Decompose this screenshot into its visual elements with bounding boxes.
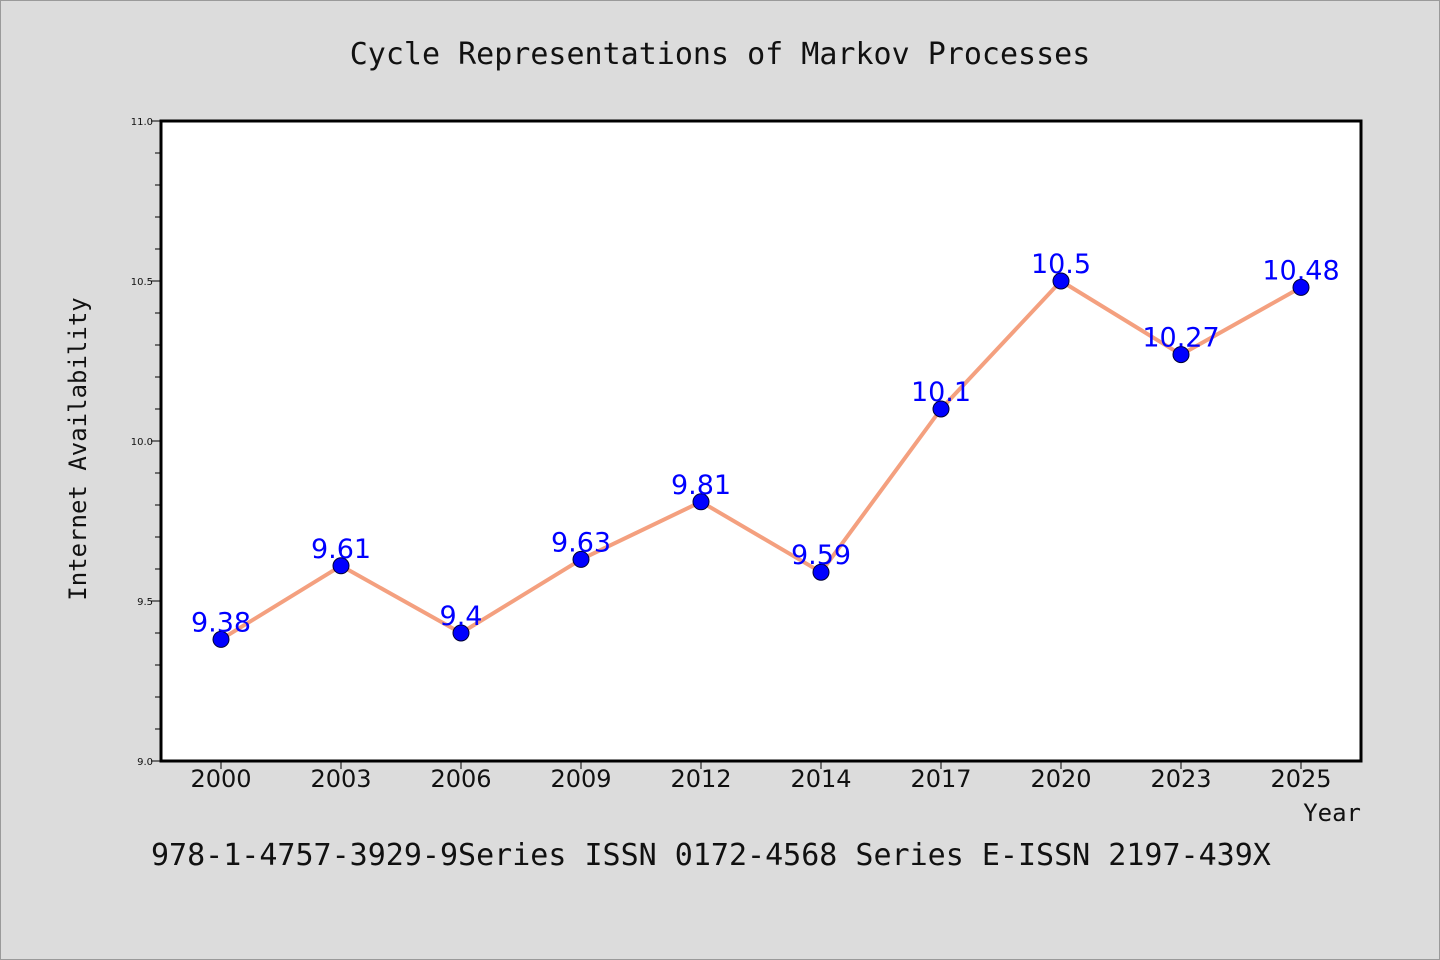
data-label: 9.4 <box>440 601 483 632</box>
data-label: 9.63 <box>551 527 611 558</box>
series-line <box>219 279 1303 642</box>
data-point <box>452 624 470 642</box>
data-point <box>1292 278 1310 296</box>
y-tick-label: 10.5 <box>131 277 153 288</box>
y-tick-label: 11.0 <box>131 117 153 128</box>
y-tick-label: 9.0 <box>137 757 153 768</box>
data-label: 9.59 <box>791 540 851 571</box>
plot-area <box>159 119 1363 763</box>
data-label: 9.81 <box>671 470 731 501</box>
x-tick-label: 2017 <box>910 765 971 793</box>
y-tick-label: 9.5 <box>137 597 153 608</box>
data-label: 10.5 <box>1031 249 1091 280</box>
x-axis-label: Year <box>1303 799 1361 827</box>
data-point <box>692 493 710 511</box>
y-axis-label: Internet Availability <box>64 297 92 600</box>
footer-isbn-text: 978-1-4757-3929-9Series ISSN 0172-4568 S… <box>151 838 1271 873</box>
data-point <box>932 400 950 418</box>
data-point <box>572 550 590 568</box>
x-tick-label: 2009 <box>550 765 611 793</box>
x-axis: 2000 2003 2006 2009 2012 2014 2017 2020 2023 2025 <box>190 761 1332 793</box>
series-group: 9.38 9.61 9.4 9.63 9.81 9.59 10.1 10.5 10.27 10.4… <box>191 249 1340 648</box>
x-tick-label: 2025 <box>1270 765 1331 793</box>
x-tick-label: 2003 <box>310 765 371 793</box>
data-point <box>812 563 830 581</box>
data-point <box>1052 272 1070 290</box>
data-point <box>212 630 230 648</box>
data-label: 10.27 <box>1142 323 1219 354</box>
y-axis: 9.0 9.5 10.0 10.5 11.0 <box>131 117 161 768</box>
data-label: 10.48 <box>1262 255 1339 286</box>
data-label: 10.1 <box>911 377 971 408</box>
chart-title: Cycle Representations of Markov Processe… <box>350 37 1091 72</box>
data-point <box>1172 346 1190 364</box>
data-point <box>332 557 350 575</box>
x-tick-label: 2006 <box>430 765 491 793</box>
x-tick-label: 2000 <box>190 765 251 793</box>
data-label: 9.38 <box>191 607 251 638</box>
x-tick-label: 2023 <box>1150 765 1211 793</box>
y-tick-label: 10.0 <box>131 437 153 448</box>
data-label: 9.61 <box>311 534 371 565</box>
x-tick-label: 2012 <box>670 765 731 793</box>
x-tick-label: 2014 <box>790 765 851 793</box>
x-tick-label: 2020 <box>1030 765 1091 793</box>
